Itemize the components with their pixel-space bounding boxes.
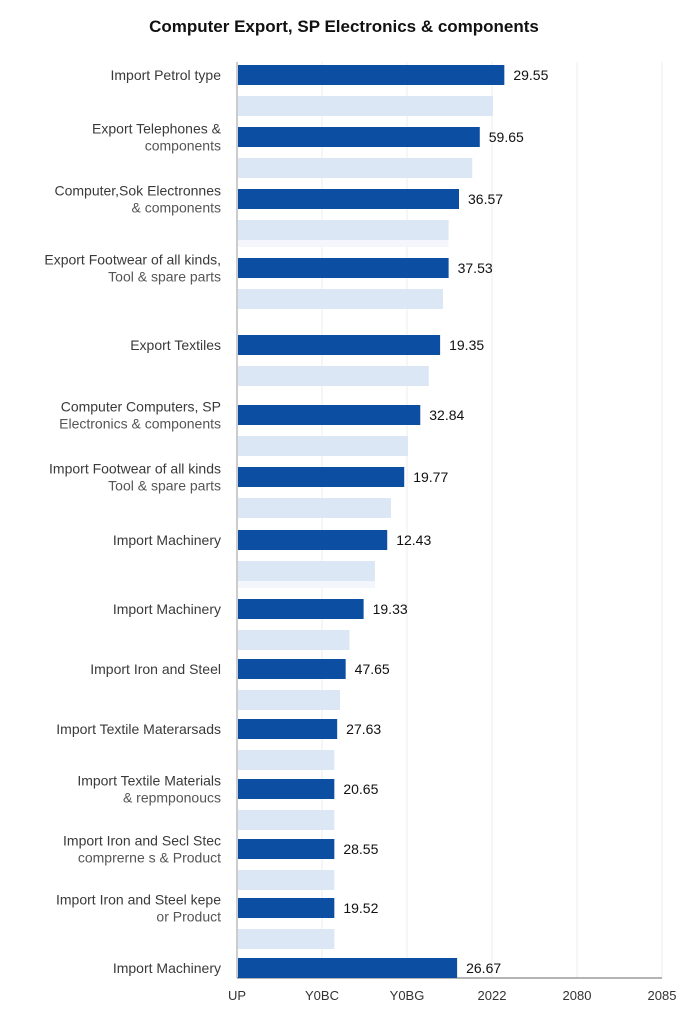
category-label: Import Machinery xyxy=(113,960,221,976)
faint-bar xyxy=(238,237,449,247)
bar-secondary xyxy=(238,158,473,178)
category-label: comprerne s & Product xyxy=(78,850,221,866)
category-label: or Product xyxy=(156,909,221,925)
bar xyxy=(238,467,405,487)
category-label: Import Machinery xyxy=(113,601,221,617)
data-label: 19.33 xyxy=(373,601,408,617)
data-label: 59.65 xyxy=(489,129,524,145)
bar-secondary xyxy=(238,810,335,830)
category-label: Tool & spare parts xyxy=(108,478,221,494)
data-label: 26.67 xyxy=(466,960,501,976)
bar xyxy=(238,127,480,147)
category-label: Import Textile Materials xyxy=(77,773,221,789)
bar-secondary xyxy=(238,498,391,518)
faint-bar xyxy=(238,578,375,588)
x-tick-label: 2080 xyxy=(563,988,592,1003)
bar-secondary xyxy=(238,750,335,770)
data-label: 19.77 xyxy=(413,469,448,485)
bar-secondary xyxy=(238,561,375,581)
bar xyxy=(238,405,421,425)
bar-secondary xyxy=(238,630,350,650)
bar xyxy=(238,258,449,278)
category-label: Import Iron and Steel xyxy=(90,661,221,677)
category-label: components xyxy=(145,138,221,154)
x-tick-label: 2085 xyxy=(648,988,677,1003)
data-label: 19.35 xyxy=(449,337,484,353)
bar xyxy=(238,958,458,978)
bar xyxy=(238,719,338,739)
category-label: Import Machinery xyxy=(113,532,221,548)
category-label: Computer,Sok Electronnes xyxy=(54,183,221,199)
bar-secondary xyxy=(238,929,335,949)
category-label: Import Petrol type xyxy=(111,67,222,83)
data-label: 47.65 xyxy=(355,661,390,677)
data-label: 29.55 xyxy=(513,67,548,83)
bar-secondary xyxy=(238,870,335,890)
category-label: Electronics & components xyxy=(59,416,221,432)
data-label: 36.57 xyxy=(468,191,503,207)
bar xyxy=(238,779,335,799)
bar-secondary xyxy=(238,436,408,456)
category-label: Export Telephones & xyxy=(92,121,222,137)
data-label: 28.55 xyxy=(343,841,378,857)
category-label: Import Footwear of all kinds xyxy=(49,461,221,477)
x-tick-label: UP xyxy=(228,988,246,1003)
data-label: 12.43 xyxy=(396,532,431,548)
bar xyxy=(238,659,346,679)
bar-secondary xyxy=(238,366,429,386)
category-label: Computer Computers, SP xyxy=(61,399,221,415)
chart-title: Computer Export, SP Electronics & compon… xyxy=(149,17,539,36)
category-label: Export Footwear of all kinds, xyxy=(44,252,221,268)
data-label: 37.53 xyxy=(458,260,493,276)
category-label: & components xyxy=(132,200,222,216)
x-tick-label: Y0BC xyxy=(305,988,339,1003)
bar-secondary xyxy=(238,220,449,240)
x-tick-label: 2022 xyxy=(478,988,507,1003)
bar xyxy=(238,335,441,355)
data-label: 19.52 xyxy=(343,900,378,916)
bar xyxy=(238,65,505,85)
bar xyxy=(238,599,364,619)
category-label: Import Textile Materarsads xyxy=(56,721,221,737)
data-label: 20.65 xyxy=(343,781,378,797)
bar xyxy=(238,839,335,859)
category-label: & repmponoucs xyxy=(123,790,221,806)
bar xyxy=(238,530,388,550)
category-label: Tool & spare parts xyxy=(108,269,221,285)
bar-secondary xyxy=(238,96,493,116)
bar-secondary xyxy=(238,690,340,710)
bar xyxy=(238,898,335,918)
data-label: 32.84 xyxy=(429,407,464,423)
data-label: 27.63 xyxy=(346,721,381,737)
bar xyxy=(238,189,459,209)
category-label: Import Iron and Secl Stec xyxy=(63,833,221,849)
category-label: Export Textiles xyxy=(130,337,221,353)
bar-secondary xyxy=(238,289,443,309)
category-label: Import Iron and Steel kepe xyxy=(56,892,221,908)
x-tick-label: Y0BG xyxy=(390,988,425,1003)
